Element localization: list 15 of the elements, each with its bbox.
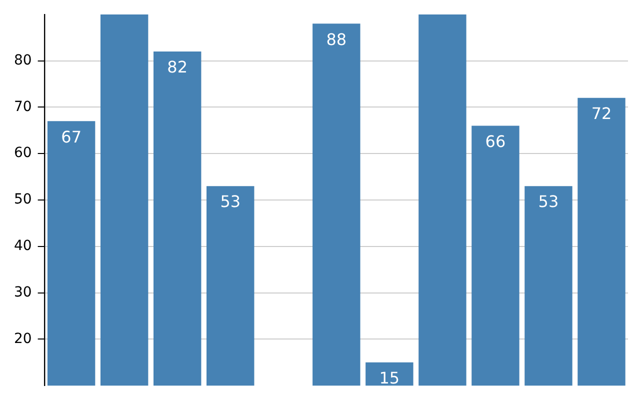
y-tick-label: 50 — [14, 192, 32, 208]
data-label: 15 — [379, 368, 400, 388]
y-tick-label: 40 — [14, 238, 32, 254]
y-tick-label: 30 — [14, 284, 32, 300]
data-label: 66 — [485, 132, 506, 151]
y-tick-label: 80 — [14, 52, 32, 68]
data-label: 72 — [591, 104, 612, 124]
data-label: 53 — [220, 192, 241, 212]
data-label: 88 — [326, 30, 347, 49]
data-label: 53 — [538, 192, 559, 212]
y-tick-label: 60 — [14, 145, 32, 162]
y-tick-label: 70 — [14, 98, 32, 115]
data-label: 67 — [61, 127, 82, 146]
y-tick-label: 20 — [14, 330, 32, 347]
data-label: 82 — [167, 58, 188, 77]
